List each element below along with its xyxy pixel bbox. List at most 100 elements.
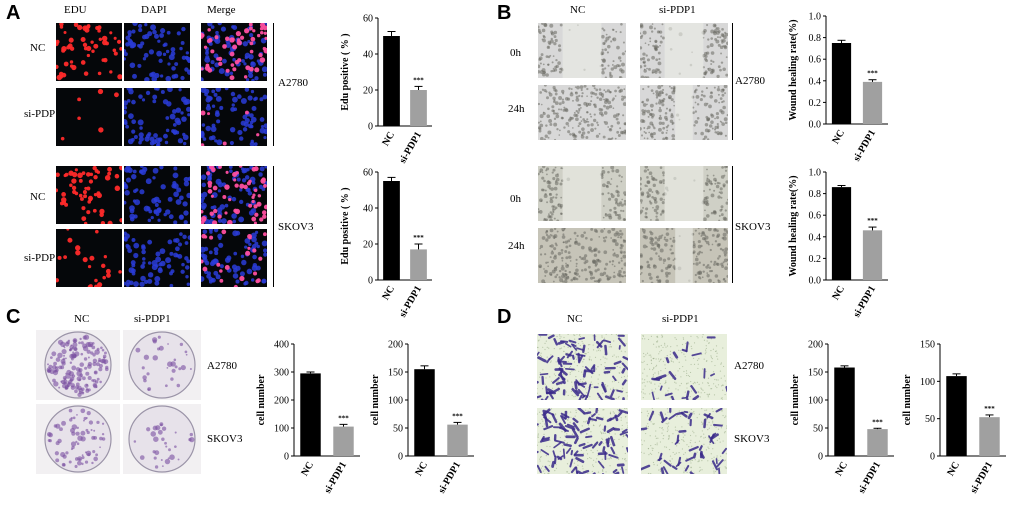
column-label-edu: EDU (64, 4, 87, 16)
row-label-24h: 24h (508, 240, 525, 252)
colony-dish-image (123, 330, 201, 400)
significance-marker: *** (338, 414, 349, 422)
row-label-si-pdp1: si-PDP1 (24, 252, 61, 264)
microscopy-texture (201, 166, 267, 224)
bar-si-pdp1 (447, 424, 468, 456)
dapi-image (124, 23, 190, 81)
x-tick-label: si-PDP1 (397, 130, 424, 165)
y-tick-label: 60 (363, 14, 373, 25)
group-divider (732, 166, 733, 283)
colony-dish-image (36, 330, 120, 400)
x-tick-label: si-PDP1 (968, 460, 995, 495)
wound-texture (538, 85, 626, 140)
transwell-texture (641, 334, 727, 400)
y-tick-label: 100 (274, 424, 289, 435)
column-label-nc: NC (567, 313, 583, 325)
panel-letter-c: C (6, 306, 21, 328)
microscopy-texture (124, 231, 190, 287)
bar-nc (834, 367, 855, 456)
cell-line-label-skov3: SKOV3 (207, 433, 243, 445)
significance-marker: *** (413, 76, 424, 84)
x-tick-label: NC (830, 284, 847, 302)
y-tick-label: 0 (398, 452, 403, 463)
row-label-nc: NC (30, 42, 46, 54)
y-tick-label: 100 (388, 396, 403, 407)
row-label-nc: NC (30, 191, 46, 203)
column-label-merge: Merge (207, 4, 236, 16)
edu-image (56, 166, 122, 224)
column-label-si-pdp1: si-PDP1 (659, 4, 696, 16)
y-tick-label: 0.2 (809, 254, 822, 265)
bar-si-pdp1 (979, 417, 1000, 456)
x-tick-label: NC (945, 460, 962, 478)
y-axis-label: cell number (902, 374, 913, 425)
wound-image (640, 228, 728, 283)
cell-line-label-skov3: SKOV3 (278, 221, 314, 233)
cell-line-label-a2780: A2780 (207, 360, 237, 372)
microscopy-texture (56, 23, 122, 81)
microscopy-texture (201, 88, 267, 146)
x-tick-label: NC (833, 460, 850, 478)
bar-nc (383, 36, 400, 126)
x-tick-label: si-PDP1 (397, 284, 424, 319)
group-divider (732, 23, 733, 140)
microscopy-texture (56, 229, 122, 287)
y-tick-label: 0 (368, 122, 373, 133)
transwell-texture (537, 334, 628, 400)
y-tick-label: 1.0 (809, 168, 822, 179)
x-tick-label: si-PDP1 (856, 460, 883, 495)
bar-si-pdp1 (333, 426, 354, 456)
microscopy-texture (124, 23, 190, 81)
significance-marker: *** (867, 70, 878, 78)
column-label-si-pdp1: si-PDP1 (662, 313, 699, 325)
y-tick-label: 50 (813, 424, 823, 435)
wound-texture (640, 85, 728, 140)
bar-nc (946, 376, 967, 456)
y-tick-label: 0 (930, 452, 935, 463)
bar-nc (831, 187, 852, 280)
significance-marker: *** (413, 234, 424, 242)
y-axis-label: Edu positive ( % ) (340, 187, 351, 264)
bar-si-pdp1 (410, 90, 427, 126)
y-tick-label: 0.8 (809, 189, 822, 200)
significance-marker: *** (984, 405, 995, 413)
y-axis-label: cell number (790, 374, 801, 425)
y-tick-label: 0.6 (809, 211, 822, 222)
wound-texture (538, 228, 626, 283)
wound-image (538, 166, 626, 221)
y-tick-label: 200 (388, 340, 403, 351)
y-tick-label: 0.4 (809, 232, 822, 243)
wound-image (640, 166, 728, 221)
y-tick-label: 40 (363, 50, 373, 61)
microscopy-texture (60, 88, 119, 141)
bar-nc (383, 181, 400, 280)
group-divider (273, 23, 274, 146)
bar-nc (831, 43, 852, 124)
bar-si-pdp1 (862, 81, 883, 124)
transwell-texture (537, 408, 628, 474)
dapi-image (124, 229, 190, 287)
x-tick-label: NC (380, 284, 397, 302)
bar-nc (414, 369, 435, 456)
microscopy-texture (56, 166, 122, 224)
cell-line-label-a2780: A2780 (735, 75, 765, 87)
x-tick-label: NC (830, 128, 847, 146)
merge-image (201, 166, 267, 224)
wound-texture (640, 166, 728, 221)
y-tick-label: 0.4 (809, 76, 822, 87)
edu-image (56, 88, 122, 146)
y-tick-label: 200 (808, 340, 823, 351)
merge-image (201, 88, 267, 146)
bar-nc (300, 373, 321, 456)
colony-dish-image (123, 404, 201, 474)
colony-texture (128, 405, 196, 473)
panel-letter-d: D (497, 306, 512, 328)
wound-image (640, 85, 728, 140)
y-tick-label: 100 (808, 396, 823, 407)
panel-letter-a: A (6, 2, 21, 24)
row-label-0h: 0h (510, 193, 521, 205)
y-tick-label: 0 (368, 276, 373, 287)
y-axis-label: cell number (256, 374, 267, 425)
colony-texture (44, 331, 112, 399)
colony-texture (44, 405, 112, 473)
